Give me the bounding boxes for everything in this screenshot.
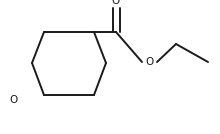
Text: O: O bbox=[10, 95, 18, 105]
Text: O: O bbox=[146, 57, 154, 67]
Text: O: O bbox=[112, 0, 120, 6]
